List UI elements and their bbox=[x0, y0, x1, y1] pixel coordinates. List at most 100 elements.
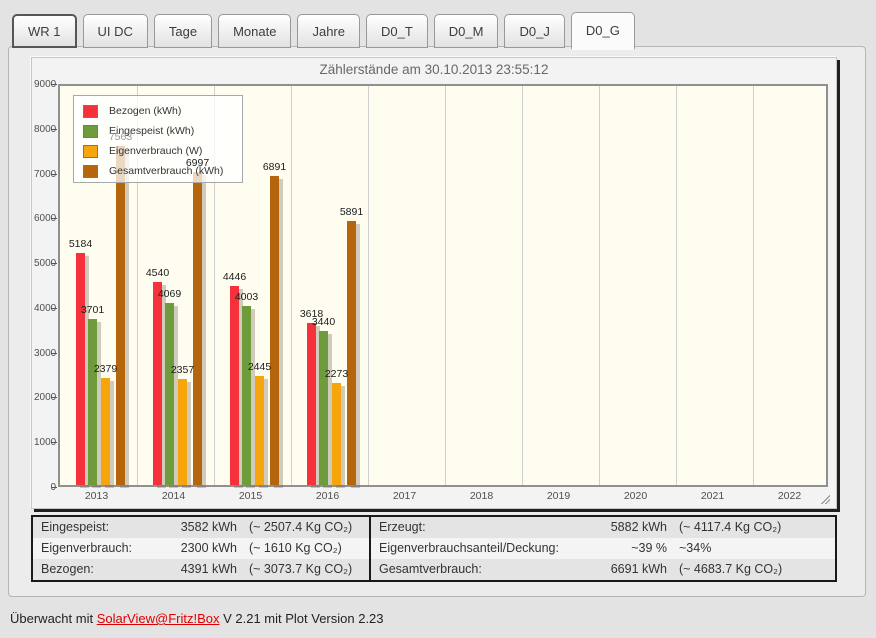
x-axis-tick-label: 2022 bbox=[777, 490, 802, 502]
chart-title: Zählerstände am 30.10.2013 23:55:12 bbox=[319, 62, 549, 77]
gridline bbox=[214, 86, 215, 485]
bar-bezogen-2014 bbox=[153, 281, 162, 485]
tab-jahre[interactable]: Jahre bbox=[297, 14, 360, 48]
bar-eingespeist-2015 bbox=[242, 305, 251, 485]
summary-co2: (~ 4683.7 Kg CO₂) bbox=[679, 562, 783, 576]
x-axis-tick-label: 2020 bbox=[623, 490, 648, 502]
summary-row: Eingespeist: 3582 kWh (~ 2507.4 Kg CO₂) bbox=[33, 517, 369, 538]
bar-value-label: 3440 bbox=[311, 315, 336, 328]
x-axis-tick-label: 2015 bbox=[238, 490, 263, 502]
legend-swatch bbox=[83, 164, 98, 178]
summary-label: Eigenverbrauchsanteil/Deckung: bbox=[379, 541, 559, 555]
legend-label: Bezogen (kWh) bbox=[109, 105, 182, 117]
bar-eigenverbrauch-2013 bbox=[101, 378, 110, 485]
summary-value: 4391 kWh bbox=[180, 562, 237, 576]
gridline bbox=[445, 86, 446, 485]
y-axis-tick-mark bbox=[51, 442, 57, 444]
bar-value-label: 2379 bbox=[93, 363, 118, 376]
summary-value: ~39 % bbox=[631, 541, 667, 555]
tab-d0-m[interactable]: D0_M bbox=[433, 14, 499, 48]
legend-swatch bbox=[83, 124, 98, 138]
bar-value-label: 7563 bbox=[108, 131, 133, 144]
x-axis-tick-label: 2018 bbox=[469, 490, 494, 502]
summary-row: Eigenverbrauch: 2300 kWh (~ 1610 Kg CO₂) bbox=[33, 538, 369, 559]
legend-item: Eigenverbrauch (W) bbox=[74, 141, 242, 161]
legend-label: Gesamtverbrauch (kWh) bbox=[109, 165, 224, 177]
y-axis-tick-mark bbox=[51, 487, 57, 488]
summary-value: 5882 kWh bbox=[610, 520, 667, 534]
chart-legend: Bezogen (kWh) Eingespeist (kWh) Eigenverbr… bbox=[73, 95, 243, 183]
bar-value-label: 3701 bbox=[80, 304, 105, 317]
y-axis-tick-label: 7000 bbox=[34, 168, 57, 180]
tab-bar: WR 1 UI DC Tage Monate Jahre D0_T D0_M D0_J D0_G bbox=[12, 10, 641, 50]
footer-suffix: V 2.21 mit Plot Version 2.23 bbox=[219, 611, 384, 626]
tab-wr-1[interactable]: WR 1 bbox=[12, 14, 77, 48]
gridline bbox=[522, 86, 523, 485]
y-axis-tick-mark bbox=[51, 128, 57, 130]
bar-value-label: 5891 bbox=[339, 206, 364, 219]
legend-item: Bezogen (kWh) bbox=[74, 101, 242, 121]
gridline bbox=[368, 86, 369, 485]
y-axis-tick-mark bbox=[51, 218, 57, 220]
bar-value-label: 2273 bbox=[324, 368, 349, 381]
x-axis-tick-label: 2014 bbox=[161, 490, 186, 502]
y-axis-tick-label: 8000 bbox=[34, 123, 57, 135]
bar-gesamtverbrauch-2014 bbox=[193, 171, 202, 485]
summary-co2: (~ 1610 Kg CO₂) bbox=[249, 541, 342, 555]
bar-value-label: 6891 bbox=[262, 161, 287, 174]
chart-panel: Zählerstände am 30.10.2013 23:55:12 0100… bbox=[31, 57, 837, 509]
bar-eingespeist-2016 bbox=[319, 330, 328, 485]
tab-d0-t[interactable]: D0_T bbox=[366, 14, 428, 48]
x-axis-tick-label: 2021 bbox=[700, 490, 725, 502]
bar-value-label: 4003 bbox=[234, 290, 259, 303]
y-axis-tick-label: 1000 bbox=[34, 437, 57, 449]
bar-eigenverbrauch-2016 bbox=[332, 383, 341, 485]
tab-ui-dc[interactable]: UI DC bbox=[82, 14, 148, 48]
gridline bbox=[291, 86, 292, 485]
summary-label: Erzeugt: bbox=[379, 520, 426, 534]
summary-row: Gesamtverbrauch: 6691 kWh (~ 4683.7 Kg CO₂… bbox=[371, 559, 835, 580]
legend-label: Eingespeist (kWh) bbox=[109, 125, 195, 137]
y-axis-tick-label: 3000 bbox=[34, 347, 57, 359]
summary-table: Eingespeist: 3582 kWh (~ 2507.4 Kg CO₂) Eig… bbox=[31, 515, 837, 582]
bar-eingespeist-2014 bbox=[165, 302, 174, 485]
summary-row: Eigenverbrauchsanteil/Deckung: ~39 % ~34% bbox=[371, 538, 835, 559]
legend-swatch bbox=[83, 104, 98, 118]
resize-handle[interactable] bbox=[819, 493, 830, 504]
x-axis-tick-label: 2016 bbox=[315, 490, 340, 502]
y-axis-tick-label: 2000 bbox=[34, 392, 57, 404]
footer: Überwacht mit SolarView@Fritz!Box V 2.21… bbox=[10, 611, 384, 626]
tab-d0-j[interactable]: D0_J bbox=[504, 14, 565, 48]
summary-co2: (~ 2507.4 Kg CO₂) bbox=[249, 520, 353, 534]
solarview-link[interactable]: SolarView@Fritz!Box bbox=[96, 611, 220, 626]
bar-gesamtverbrauch-2013 bbox=[116, 146, 125, 485]
bar-bezogen-2013 bbox=[76, 252, 85, 485]
tab-d0-g[interactable]: D0_G bbox=[570, 12, 635, 50]
x-axis-tick-label: 2019 bbox=[546, 490, 571, 502]
x-axis-tick-label: 2013 bbox=[84, 490, 109, 502]
y-axis-tick-mark bbox=[51, 263, 57, 265]
plot-area: Bezogen (kWh) Eingespeist (kWh) Eigenverbr… bbox=[58, 84, 828, 487]
y-axis-tick-label: 6000 bbox=[34, 213, 57, 225]
tab-monate[interactable]: Monate bbox=[218, 14, 292, 48]
tab-tage[interactable]: Tage bbox=[153, 14, 213, 48]
summary-label: Eingespeist: bbox=[41, 520, 110, 534]
bar-eigenverbrauch-2014 bbox=[178, 379, 187, 485]
summary-row: Erzeugt: 5882 kWh (~ 4117.4 Kg CO₂) bbox=[371, 517, 835, 538]
bar-eingespeist-2013 bbox=[88, 319, 97, 485]
bar-value-label: 2357 bbox=[170, 364, 195, 377]
bar-value-label: 2445 bbox=[247, 360, 272, 373]
y-axis-tick-mark bbox=[51, 397, 57, 399]
legend-swatch bbox=[83, 144, 98, 158]
gridline bbox=[599, 86, 600, 485]
summary-table-left: Eingespeist: 3582 kWh (~ 2507.4 Kg CO₂) Eig… bbox=[33, 517, 371, 580]
bar-value-label: 4540 bbox=[145, 266, 170, 279]
gridline bbox=[137, 86, 138, 485]
y-axis-tick-mark bbox=[51, 307, 57, 309]
legend-label: Eigenverbrauch (W) bbox=[109, 145, 203, 157]
legend-item: Gesamtverbrauch (kWh) bbox=[74, 161, 242, 181]
y-axis-tick-label: 4000 bbox=[34, 302, 57, 314]
summary-co2: ~34% bbox=[679, 541, 712, 555]
summary-value: 2300 kWh bbox=[180, 541, 237, 555]
summary-label: Eigenverbrauch: bbox=[41, 541, 133, 555]
